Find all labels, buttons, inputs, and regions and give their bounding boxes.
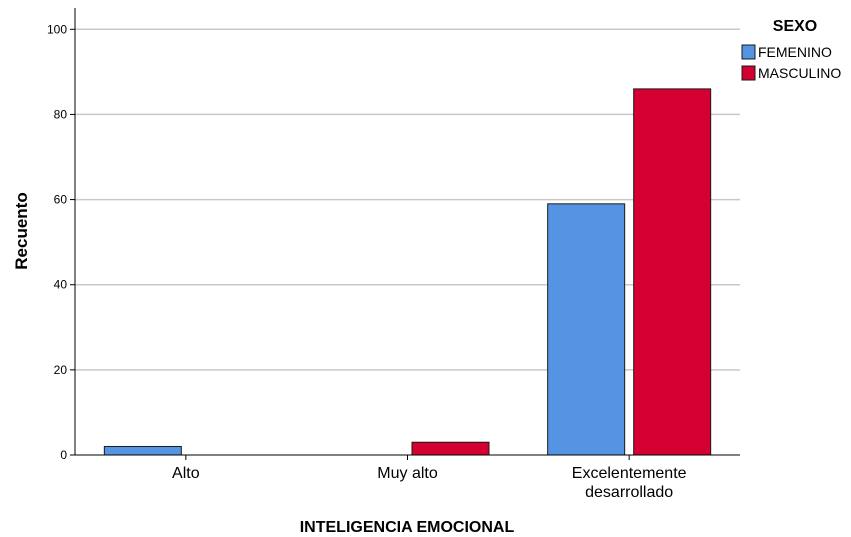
legend-swatch-femenino — [741, 44, 756, 60]
legend-swatch-masculino — [741, 65, 756, 81]
gridlines — [75, 28, 740, 371]
legend-label-masculino: MASCULINO — [758, 65, 841, 81]
bar-femenino-0 — [103, 445, 182, 456]
x-tick-label: Excelentemente — [572, 465, 687, 482]
x-tick-label: desarrollado — [585, 484, 673, 501]
x-axis-label: INTELIGENCIA EMOCIONAL — [300, 519, 515, 536]
legend: SEXO FEMENINO MASCULINO — [741, 18, 841, 81]
legend-label-femenino: FEMENINO — [758, 44, 832, 60]
y-axis-label: Recuento — [12, 192, 31, 269]
legend-title: SEXO — [773, 18, 817, 35]
bars — [103, 88, 712, 456]
y-tick-label: 0 — [60, 448, 67, 462]
x-tick-label: Alto — [172, 465, 200, 482]
y-tick-label: 80 — [54, 107, 68, 121]
x-axis-ticks: Alto Muy alto Excelentemente desarrollado — [172, 455, 687, 501]
x-tick-label: Muy alto — [377, 465, 438, 482]
y-tick-label: 40 — [54, 278, 68, 292]
bar-masculino-2 — [633, 88, 712, 456]
y-tick-label: 100 — [47, 22, 67, 36]
y-tick-label: 20 — [54, 363, 68, 377]
bar-masculino-1 — [411, 441, 490, 456]
y-tick-label: 60 — [54, 193, 68, 207]
y-axis-ticks: 0 20 40 60 80 100 — [47, 22, 75, 462]
bar-femenino-2 — [547, 203, 626, 456]
